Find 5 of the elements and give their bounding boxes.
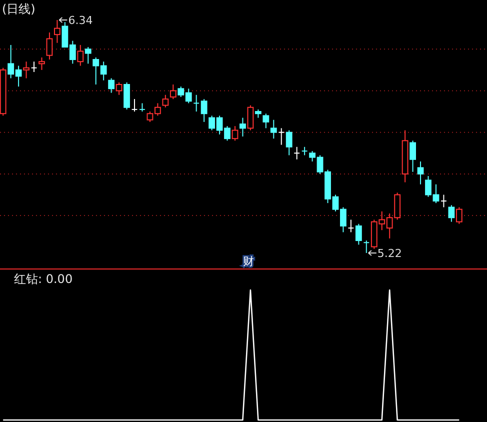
annotation: 6.34 [68,14,93,27]
chart-title: (日线) [2,2,36,16]
chart-title: 红钻: 0.00 [14,272,73,286]
annotation: 5.22 [377,247,402,260]
text: 财 [242,255,254,268]
